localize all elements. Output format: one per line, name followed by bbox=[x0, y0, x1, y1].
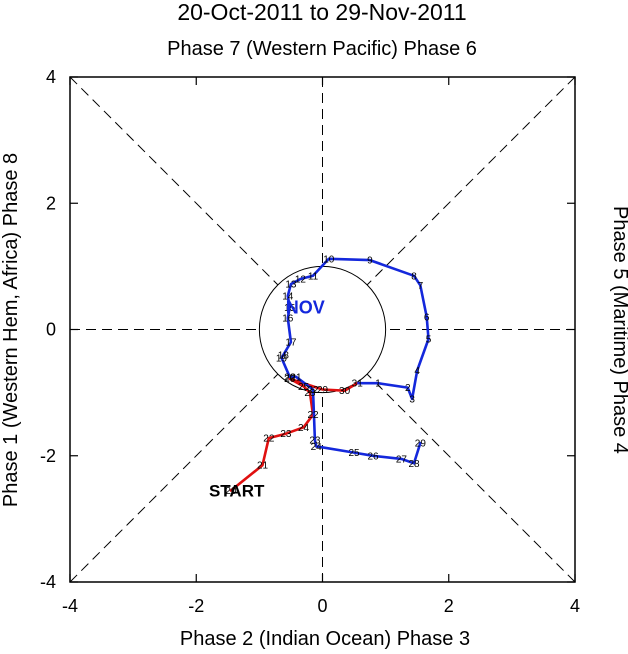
day-label: 10 bbox=[323, 254, 335, 265]
x-tick-label: 2 bbox=[444, 596, 454, 616]
day-label: 5 bbox=[426, 334, 432, 345]
day-label: 20 bbox=[284, 372, 296, 383]
day-label: 22 bbox=[263, 434, 275, 445]
day-label: 21 bbox=[290, 372, 302, 383]
day-label: 14 bbox=[282, 292, 294, 303]
y-tick-label: -4 bbox=[40, 572, 56, 592]
day-label: 8 bbox=[411, 271, 417, 282]
day-label: 3 bbox=[409, 394, 415, 405]
series-layer bbox=[229, 257, 430, 492]
day-label: 4 bbox=[414, 366, 420, 377]
y-axis-label-left: Phase 1 (Western Hem, Africa) Phase 8 bbox=[0, 153, 22, 507]
chart-title: 20-Oct-2011 to 29-Nov-2011 bbox=[177, 0, 466, 25]
day-label: 22 bbox=[307, 385, 319, 396]
day-label: 30 bbox=[339, 386, 351, 397]
day-label: 26 bbox=[284, 374, 296, 385]
day-label: 26 bbox=[367, 451, 379, 462]
day-label: 29 bbox=[317, 385, 329, 396]
day-label: 24 bbox=[298, 423, 310, 434]
x-tick-label: 4 bbox=[570, 596, 580, 616]
day-label: 27 bbox=[396, 454, 408, 465]
series-line-oct bbox=[229, 377, 359, 492]
day-label: 7 bbox=[418, 281, 424, 292]
x-tick-label: -4 bbox=[62, 596, 78, 616]
chart-subtitle: Phase 7 (Western Pacific) Phase 6 bbox=[167, 38, 477, 60]
day-label: 11 bbox=[308, 271, 319, 282]
series-line-nov bbox=[280, 257, 430, 465]
x-tick-label: 0 bbox=[317, 596, 327, 616]
day-label: 18 bbox=[278, 350, 290, 361]
day-label: 15 bbox=[284, 303, 296, 314]
day-label: 28 bbox=[408, 459, 420, 470]
day-label: 28 bbox=[304, 388, 316, 399]
x-tick-label: -2 bbox=[188, 596, 204, 616]
y-tick-label: -2 bbox=[40, 446, 56, 466]
day-label: 20 bbox=[225, 486, 237, 497]
day-label: 12 bbox=[295, 275, 307, 286]
day-label: 16 bbox=[282, 314, 294, 325]
day-label: 25 bbox=[349, 448, 361, 459]
day-label: 17 bbox=[285, 338, 297, 349]
y-tick-label: 0 bbox=[46, 320, 56, 340]
day-label: 24 bbox=[311, 442, 323, 453]
y-tick-label: 4 bbox=[46, 67, 56, 87]
day-label: 29 bbox=[415, 439, 427, 450]
day-label: 31 bbox=[352, 379, 364, 390]
day-label: 19 bbox=[276, 353, 288, 364]
day-label: 6 bbox=[424, 312, 430, 323]
start-annotation: START bbox=[209, 481, 265, 500]
day-label: 23 bbox=[280, 429, 292, 440]
day-label: 2 bbox=[405, 383, 411, 394]
day-label: 1 bbox=[375, 379, 381, 390]
y-axis-label-right: Phase 5 (Maritime) Phase 4 bbox=[609, 206, 628, 454]
day-label: 25 bbox=[298, 382, 310, 393]
day-label: 13 bbox=[285, 280, 297, 291]
day-label: 22 bbox=[307, 410, 319, 421]
x-axis-label: Phase 2 (Indian Ocean) Phase 3 bbox=[180, 628, 470, 650]
nov-annotation: NOV bbox=[286, 297, 325, 317]
y-tick-label: 2 bbox=[46, 193, 56, 213]
unit-circle bbox=[258, 265, 387, 394]
day-label: 9 bbox=[367, 256, 373, 267]
day-label: 23 bbox=[309, 435, 321, 446]
day-label: 21 bbox=[257, 461, 269, 472]
